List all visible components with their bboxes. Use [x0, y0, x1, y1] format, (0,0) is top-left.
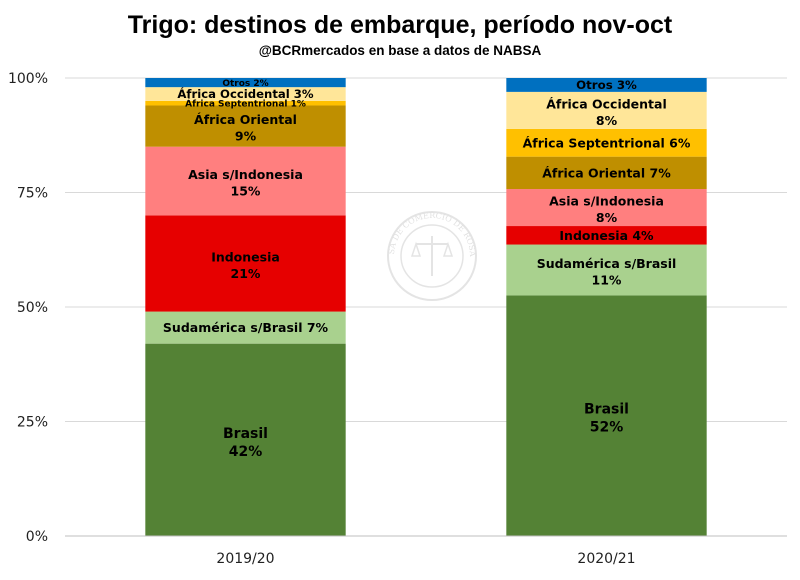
- segment-label: África Septentrional 1%: [185, 97, 306, 109]
- segment-label: África Occidental 3%: [177, 86, 314, 101]
- segment-label: Sudamérica s/Brasil 7%: [163, 320, 329, 335]
- segment-label: Indonesia 4%: [559, 228, 654, 243]
- chart-title: Trigo: destinos de embarque, período nov…: [128, 11, 673, 39]
- segment-label: África Septentrional 6%: [523, 135, 691, 150]
- segment-label: Asia s/Indonesia 8%: [549, 194, 664, 226]
- bar-segment: [145, 146, 346, 216]
- y-tick-label: 50%: [17, 300, 48, 316]
- segment-label: Sudamérica s/Brasil 11%: [537, 256, 677, 288]
- bar-segment: [506, 128, 707, 157]
- segment-label: Brasil 42%: [223, 426, 268, 460]
- bar-segment: [145, 343, 346, 536]
- bar-segment: [145, 100, 346, 106]
- x-category-label: 2019/20: [216, 551, 274, 567]
- bar-segment: [506, 295, 707, 536]
- bar-segment: [506, 78, 707, 92]
- bar-labels: Brasil 42% Sudamérica s/Brasil 7% Indonesia…: [163, 78, 691, 460]
- y-axis-ticks: 0% 25% 50% 75% 100%: [8, 71, 48, 545]
- y-tick-label: 0%: [26, 529, 48, 545]
- x-axis-categories: 2019/20 2020/21: [216, 551, 635, 567]
- y-tick-label: 100%: [8, 71, 48, 87]
- y-tick-label: 75%: [17, 186, 48, 202]
- bar-segment: [506, 91, 707, 129]
- segment-label: Otros 3%: [576, 78, 637, 92]
- segment-label: Brasil 52%: [584, 402, 629, 436]
- bar-segment: [145, 78, 346, 88]
- bar-segment: [506, 156, 707, 190]
- bar-segment: [506, 189, 707, 227]
- bar-segment: [145, 105, 346, 147]
- bar-segment: [145, 311, 346, 344]
- chart-subtitle: @BCRmercados en base a datos de NABSA: [259, 43, 542, 58]
- bar-segment: [145, 215, 346, 312]
- segment-label: Otros 2%: [222, 79, 268, 89]
- segment-label: África Occidental 8%: [546, 96, 667, 128]
- bar-segment: [145, 87, 346, 101]
- bars: [145, 78, 707, 536]
- bar-segment: [506, 244, 707, 296]
- x-category-label: 2020/21: [577, 551, 635, 567]
- y-tick-label: 25%: [17, 415, 48, 431]
- segment-label: Asia s/Indonesia 15%: [188, 167, 303, 199]
- segment-label: África Oriental 7%: [542, 165, 671, 180]
- segment-label: África Oriental 9%: [194, 112, 297, 144]
- segment-label: Indonesia 21%: [211, 249, 280, 281]
- bar-segment: [506, 226, 707, 245]
